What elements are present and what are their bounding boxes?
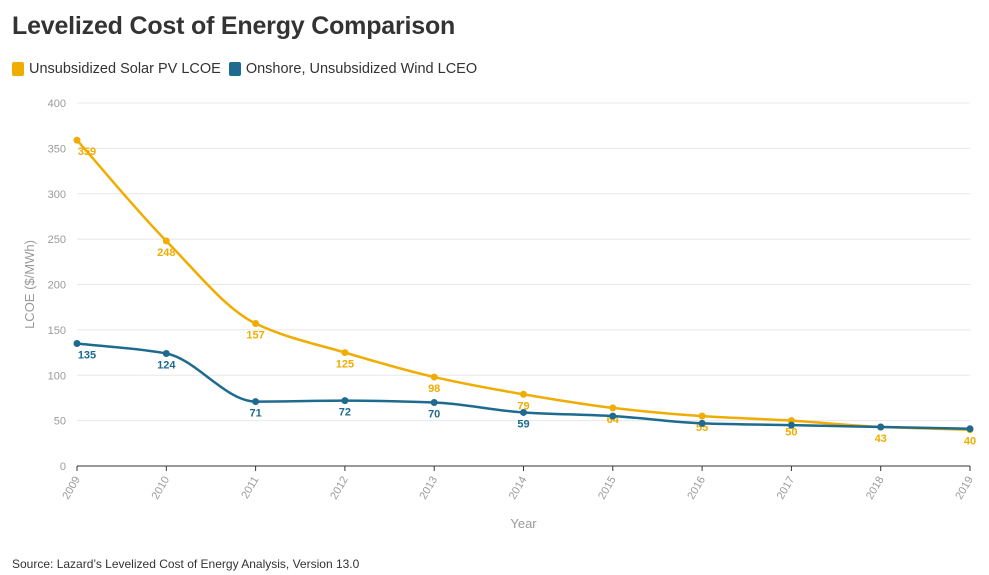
data-point-solar[interactable] xyxy=(162,237,170,245)
y-tick-label: 400 xyxy=(48,98,66,110)
x-axis-title: Year xyxy=(510,516,537,531)
x-tick-label: 2018 xyxy=(864,474,887,501)
x-tick-label: 2013 xyxy=(417,474,440,501)
data-label-wind: 135 xyxy=(78,349,96,361)
data-label-solar: 157 xyxy=(246,330,264,342)
data-point-wind[interactable] xyxy=(966,425,974,433)
data-point-solar[interactable] xyxy=(520,390,527,398)
data-point-solar[interactable] xyxy=(73,136,81,144)
data-label-solar: 40 xyxy=(964,436,976,448)
y-tick-label: 350 xyxy=(48,143,66,155)
data-point-wind[interactable] xyxy=(698,419,706,427)
data-label-solar: 359 xyxy=(78,146,96,158)
x-tick-label: 2016 xyxy=(685,474,708,501)
legend-swatch-solar xyxy=(12,62,24,76)
data-label-solar: 248 xyxy=(157,247,175,259)
data-label-solar: 55 xyxy=(696,422,708,434)
source-note: Source: Lazard’s Levelized Cost of Energ… xyxy=(12,557,360,571)
x-tick-label: 2010 xyxy=(150,474,173,501)
data-point-solar[interactable] xyxy=(341,349,349,357)
x-tick-label: 2009 xyxy=(60,474,83,501)
data-point-wind[interactable] xyxy=(162,349,170,357)
data-point-wind[interactable] xyxy=(787,421,795,429)
data-label-solar: 43 xyxy=(875,433,887,445)
legend-label-solar: Unsubsidized Solar PV LCOE xyxy=(29,61,221,77)
x-tick-label: 2011 xyxy=(239,474,261,500)
data-point-solar[interactable] xyxy=(252,320,260,328)
y-tick-label: 250 xyxy=(48,234,66,246)
legend-item-wind[interactable]: Onshore, Unsubsidized Wind LCEO xyxy=(228,61,478,77)
data-point-wind[interactable] xyxy=(252,398,260,406)
series-line-solar[interactable] xyxy=(75,138,972,431)
data-point-wind[interactable] xyxy=(73,339,81,347)
y-axis-title: LCOE ($/MWh) xyxy=(22,240,37,329)
y-tick-label: 0 xyxy=(60,461,66,473)
data-point-solar[interactable] xyxy=(609,404,617,412)
legend: Unsubsidized Solar PV LCOE Onshore, Unsu… xyxy=(12,61,485,77)
data-point-solar[interactable] xyxy=(430,373,438,381)
y-tick-label: 300 xyxy=(48,189,66,201)
legend-label-wind: Onshore, Unsubsidized Wind LCEO xyxy=(245,61,478,77)
y-tick-label: 50 xyxy=(54,416,66,428)
data-label-solar: 98 xyxy=(428,383,440,395)
data-point-wind[interactable] xyxy=(341,397,349,405)
data-label-wind: 70 xyxy=(428,408,440,420)
data-point-wind[interactable] xyxy=(609,412,617,420)
chart-title: Levelized Cost of Energy Comparison xyxy=(12,12,456,40)
x-tick-label: 2012 xyxy=(328,474,351,501)
data-point-wind[interactable] xyxy=(877,423,885,431)
x-tick-label: 2017 xyxy=(775,474,798,501)
data-point-solar[interactable] xyxy=(698,412,706,420)
data-label-wind: 124 xyxy=(157,359,176,371)
data-label-wind: 72 xyxy=(339,407,351,419)
data-point-wind[interactable] xyxy=(520,408,527,416)
series-line-wind[interactable] xyxy=(75,342,972,431)
x-tick-label: 2019 xyxy=(953,474,976,501)
legend-swatch-wind xyxy=(228,62,241,76)
data-label-wind: 59 xyxy=(517,418,529,430)
legend-item-solar[interactable]: Unsubsidized Solar PV LCOE xyxy=(12,61,221,77)
data-point-wind[interactable] xyxy=(430,398,438,406)
x-tick-label: 2014 xyxy=(507,474,530,501)
y-tick-label: 200 xyxy=(48,280,66,292)
y-tick-label: 100 xyxy=(48,370,66,382)
y-tick-label: 150 xyxy=(48,325,66,337)
data-label-solar: 50 xyxy=(785,427,797,439)
x-tick-label: 2015 xyxy=(596,474,619,501)
data-label-wind: 71 xyxy=(249,408,261,420)
data-label-solar: 79 xyxy=(517,400,529,412)
data-label-solar: 125 xyxy=(336,359,354,371)
